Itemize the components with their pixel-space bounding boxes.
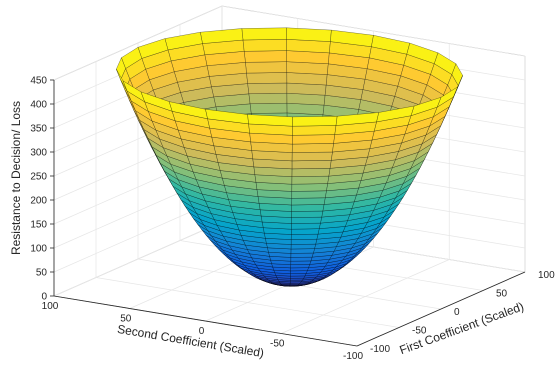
grid-line [53,5,223,81]
grid-line [53,221,223,297]
x-tick-label: -100 [370,344,390,355]
surface-patch [292,134,336,145]
x-axis-line [356,271,526,347]
y-tick-label: 100 [42,301,59,312]
surface-patch [291,151,333,162]
surface-patch [290,256,313,262]
surface-patch [291,160,332,170]
x-tick-label: -50 [412,326,427,337]
surface-patch [291,210,324,218]
surface-patch [335,112,379,126]
z-tick-label: 150 [30,220,47,231]
x-tick-label: 0 [454,307,460,318]
z-tick-label: 200 [30,196,47,207]
surface-patch [242,39,287,52]
x-tick-label: 50 [496,289,508,300]
surface-patch [292,143,334,153]
surface-patch [290,267,309,272]
z-tick-label: 400 [30,100,47,111]
surface-patch [291,197,326,206]
z-tick-label: 250 [30,172,47,183]
surface-patch [291,183,328,192]
surface-patch [290,248,315,254]
surface-patch [290,275,306,279]
x-tick-label: 100 [538,270,555,281]
z-tick-labels: 0 50 100 150 200 250 300 350 400 450 [30,76,54,303]
surface-patch [291,168,331,177]
z-tick-label: 100 [30,244,47,255]
surface-patch [290,270,308,274]
x-tick-labels: -100 -50 0 50 100 [370,270,555,355]
y-tick-label: 50 [120,314,132,325]
paraboloid-surface [116,27,463,287]
surface-patch [291,216,322,224]
surface-patch [244,50,287,63]
surface-patch [286,27,332,42]
surface-patch [290,243,317,250]
y-axis-line [53,295,358,347]
surface-patch [246,72,288,84]
surface-patch [290,252,314,258]
z-tick-label: 300 [30,148,47,159]
y-tick-labels: 100 50 0 -50 -100 [42,301,364,362]
z-axis-label: Resistance to Decision/ Loss [9,101,23,255]
y-tick-label: -50 [270,339,285,350]
surface-patch [291,175,330,185]
z-tick-label: 0 [41,292,47,303]
grid-line [221,5,526,57]
surface-patch [290,264,311,269]
surface-patch [248,93,288,104]
surface-patch [291,222,321,230]
grid-line [281,259,450,334]
surface-patch [291,228,320,235]
surface-patch [241,27,287,41]
y-tick-label: 0 [199,326,205,337]
surface-patch [249,103,288,114]
surface-patch [292,116,338,127]
y-axis-label: Second Coefficient (Scaled) [116,322,265,360]
surface-patch [291,239,318,245]
z-tick-label: 350 [30,124,47,135]
y-tick-label: -100 [343,351,363,362]
surface-patch [245,61,287,74]
surface-patch [291,233,319,240]
surface-patch [290,260,312,265]
surface-patch [292,125,337,136]
surface-patch [291,204,325,212]
z-tick-label: 50 [36,268,48,279]
z-tick-label: 450 [30,76,47,87]
surface-patch [247,82,288,94]
surface-patch [291,190,327,199]
